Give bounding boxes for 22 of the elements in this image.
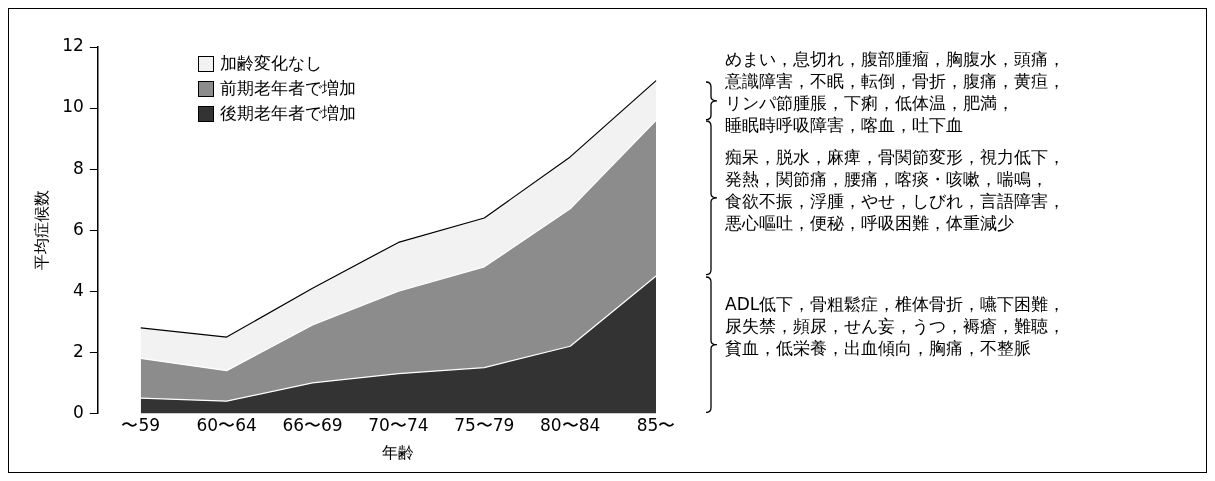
x-axis-title: 年齢: [382, 442, 415, 462]
x-tick-label: 80〜84: [540, 415, 601, 436]
y-tick-label: 4: [73, 279, 84, 300]
legend-label: 前期老年者で増加: [219, 77, 356, 100]
x-tick-label: 60〜64: [196, 415, 257, 436]
y-tick-label: 6: [73, 218, 84, 239]
x-tick-label: 66〜69: [282, 415, 343, 436]
y-tick-label: 2: [73, 340, 84, 361]
text: ADL低下，骨粗鬆症，椎体骨折，嚥下困難，尿失禁，頻尿，せん妄，うつ，褥瘡，難聴，貧血，低栄養，出血傾向，胸痛，不整脈: [725, 292, 1067, 359]
x-tick-label: 85〜: [636, 415, 676, 436]
text: めまい，息切れ，腹部腫瘤，胸腹水，頭痛，意識障害，不眠，転倒，骨折，腹痛，黄疸，リンパ節腫脹，下痢，低体温，肥満，睡眠時呼吸障害，喀血，吐下血: [725, 48, 1066, 137]
text: 痴呆，脱水，麻痺，骨関節変形，視力低下，発熱，関節痛，腰痛，喀痰・咳嗽，喘鳴，食欲不振，浮腫，やせ，しびれ，言語障害，悪心嘔吐，便秘，呼吸困難，体重減少: [725, 146, 1066, 235]
y-tick-label: 12: [62, 35, 84, 56]
y-tick-label: 0: [73, 401, 84, 422]
y-tick-label: 8: [73, 157, 84, 178]
legend-label: 後期老年者で増加: [219, 102, 356, 125]
legend-label: 加齢変化なし: [219, 52, 322, 75]
x-tick-label: 〜59: [121, 415, 161, 436]
y-tick-label: 10: [62, 96, 84, 117]
y-axis-title: 平均症候数: [31, 190, 51, 271]
x-tick-label: 75〜79: [454, 415, 515, 436]
x-tick-label: 70〜74: [368, 415, 429, 436]
